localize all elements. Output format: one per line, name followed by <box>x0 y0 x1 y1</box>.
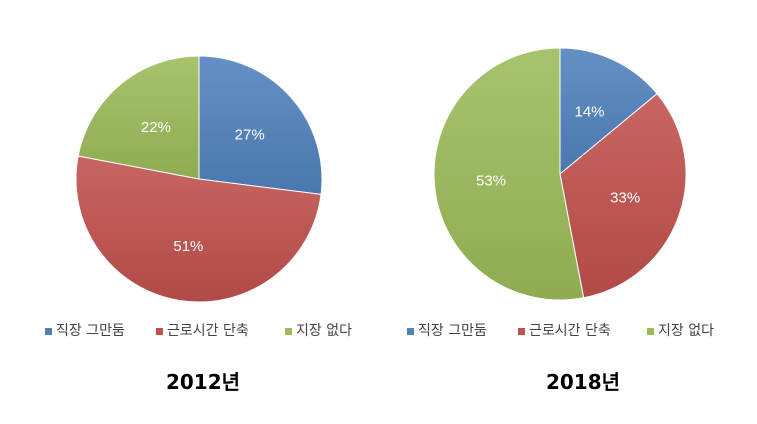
slice-value-label: 14% <box>574 103 604 120</box>
legend-label-quit: 직장 그만둠 <box>56 323 125 339</box>
chart-title: 2012년 <box>166 370 240 394</box>
chart-legend: 직장 그만둠 근로시간 단축 지장 없다 <box>407 323 714 339</box>
slice-value-label: 51% <box>173 238 203 255</box>
legend-swatch-reduce <box>156 328 163 335</box>
chart-title: 2018년 <box>546 370 620 394</box>
pie-chart-2012년: 27% 51% 22% <box>75 55 323 303</box>
legend-swatch-quit <box>407 328 414 335</box>
pie-slice-none <box>433 47 585 301</box>
legend-label-none: 지장 없다 <box>296 323 352 339</box>
legend-swatch-reduce <box>518 328 525 335</box>
slice-value-label: 33% <box>610 190 640 207</box>
legend-label-reduce: 근로시간 단축 <box>167 323 249 339</box>
legend-swatch-none <box>285 328 292 335</box>
pie-slice-reduce <box>559 92 687 299</box>
slice-value-label: 22% <box>141 119 171 136</box>
pie-slice-reduce <box>75 155 322 303</box>
legend-label-reduce: 근로시간 단축 <box>529 323 611 339</box>
pie-slice-quit <box>559 47 658 176</box>
slice-value-label: 27% <box>235 126 265 143</box>
legend-label-quit: 직장 그만둠 <box>418 323 487 339</box>
chart-legend: 직장 그만둠 근로시간 단축 지장 없다 <box>45 323 352 339</box>
pie-slice-none <box>77 55 200 180</box>
pie-slice-quit <box>198 55 323 195</box>
legend-swatch-none <box>647 328 654 335</box>
legend-swatch-quit <box>45 328 52 335</box>
slice-value-label: 53% <box>476 173 506 190</box>
legend-label-none: 지장 없다 <box>658 323 714 339</box>
pie-chart-2018년: 14% 33% 53% <box>433 47 687 301</box>
